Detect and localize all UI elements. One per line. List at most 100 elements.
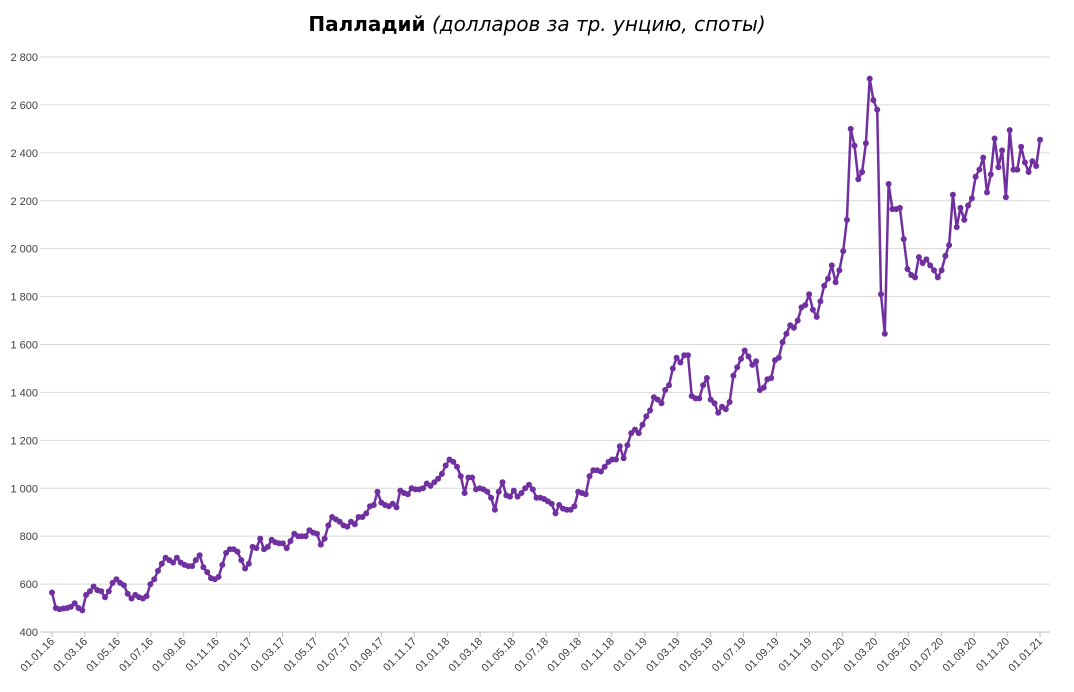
data-point [336, 518, 343, 525]
data-point [491, 506, 498, 513]
data-point [809, 306, 816, 313]
data-point [173, 554, 180, 561]
y-tick-label: 1 800 [10, 292, 38, 304]
data-point [359, 514, 366, 520]
y-tick-label: 1 200 [10, 435, 38, 447]
data-point [961, 216, 968, 223]
data-point [454, 463, 460, 470]
data-point [715, 409, 722, 416]
data-point [878, 291, 884, 298]
data-point [722, 406, 729, 413]
x-tick-label: 01.09.18 [545, 636, 584, 675]
data-point [934, 274, 941, 281]
data-point [495, 488, 502, 495]
y-tick-label: 400 [20, 627, 38, 639]
chart-title: Палладий (долларов за тр. унцию, споты) [0, 12, 1074, 36]
data-point [170, 559, 177, 566]
data-point [302, 533, 309, 540]
data-point [317, 541, 324, 548]
data-point [234, 548, 241, 555]
data-point [393, 504, 400, 511]
data-point [1018, 143, 1025, 150]
data-point [484, 488, 491, 495]
x-tick-label: 01.03.20 [842, 636, 881, 675]
data-point [200, 564, 207, 571]
data-point [90, 583, 97, 590]
data-point [628, 430, 635, 437]
x-tick-label: 01.07.16 [117, 636, 156, 675]
data-point [325, 522, 332, 529]
data-point [927, 262, 934, 269]
data-point [461, 490, 468, 496]
data-point [427, 482, 434, 489]
x-tick-label: 01.01.19 [611, 636, 650, 675]
data-point [980, 154, 987, 161]
data-point [984, 189, 990, 196]
data-point [529, 486, 536, 493]
data-point [881, 330, 888, 337]
y-tick-label: 1 000 [10, 483, 38, 495]
data-point [768, 375, 775, 381]
data-point [972, 173, 979, 180]
data-point [586, 473, 593, 480]
data-point [942, 252, 949, 259]
data-point [794, 317, 801, 324]
data-point [1002, 194, 1009, 201]
x-tick-label: 01.07.19 [710, 636, 749, 675]
data-point [526, 481, 532, 488]
data-point [817, 298, 824, 305]
y-tick-label: 600 [20, 579, 38, 591]
data-point [999, 147, 1006, 154]
data-point [370, 502, 377, 508]
data-point [669, 365, 676, 372]
data-point [257, 535, 264, 542]
data-point [700, 382, 707, 389]
data-point [314, 530, 320, 537]
data-point [83, 591, 90, 598]
data-point [404, 491, 411, 498]
data-point [673, 354, 680, 361]
data-point [703, 375, 710, 381]
data-point [507, 493, 513, 500]
data-point [158, 560, 165, 567]
chart-title-units: (долларов за тр. унцию, споты) [431, 12, 766, 36]
data-point [245, 560, 252, 567]
series-palladium [49, 75, 1043, 614]
y-tick-label: 2 400 [10, 148, 38, 160]
data-point [518, 490, 525, 496]
data-point [957, 204, 964, 211]
x-tick-label: 01.03.16 [51, 636, 90, 675]
data-point [1006, 127, 1013, 134]
data-point [711, 400, 718, 407]
x-tick-label: 01.07.20 [908, 636, 947, 675]
data-point [620, 455, 627, 462]
data-point [647, 407, 654, 414]
data-point [931, 267, 937, 274]
data-point [753, 358, 760, 365]
data-point [666, 382, 672, 389]
data-point [843, 216, 850, 223]
data-point [741, 347, 748, 354]
data-point [435, 475, 442, 482]
data-point [1033, 163, 1040, 169]
data-point [597, 468, 604, 475]
data-point [847, 125, 854, 132]
data-point [321, 535, 328, 542]
data-point [79, 607, 86, 614]
data-point [242, 565, 249, 572]
data-point [1025, 169, 1032, 175]
data-point [1029, 158, 1036, 165]
data-point [120, 582, 127, 589]
data-point [775, 354, 782, 361]
data-point [965, 202, 972, 209]
x-tick-label: 01.11.17 [381, 636, 419, 674]
data-point [374, 488, 381, 495]
data-point [923, 256, 930, 263]
data-point [86, 588, 93, 595]
x-tick-label: 01.05.17 [282, 636, 321, 675]
data-point [283, 545, 290, 552]
data-point [71, 600, 78, 607]
x-tick-label: 01.11.18 [579, 636, 617, 674]
data-point [949, 191, 956, 198]
data-point [707, 396, 714, 403]
